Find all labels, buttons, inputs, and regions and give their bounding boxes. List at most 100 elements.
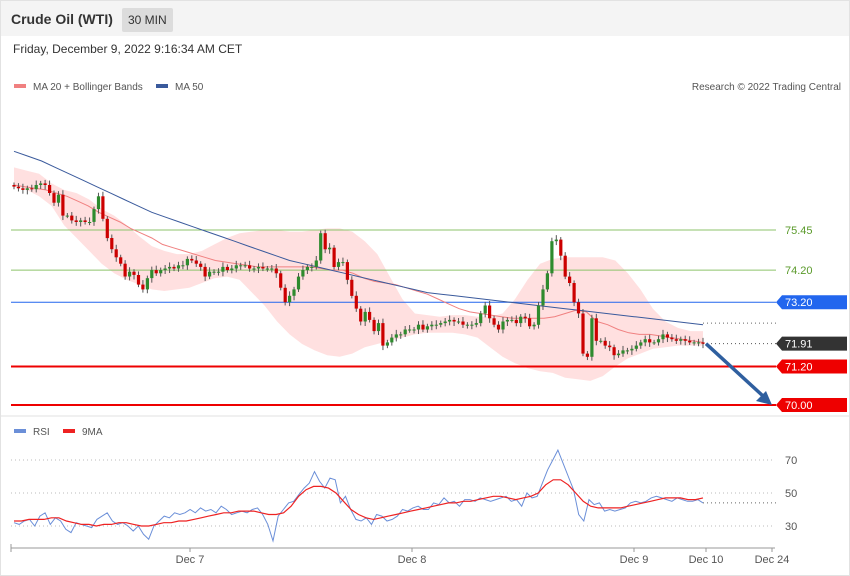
candle-body: [208, 271, 212, 277]
rsi-line: [13, 448, 704, 543]
candle-body: [568, 276, 572, 283]
candle-body: [136, 275, 141, 285]
candle-body: [470, 324, 474, 326]
candle-body: [479, 313, 483, 324]
candle-body: [225, 266, 229, 271]
candle-body: [279, 273, 283, 288]
candle-body: [190, 258, 194, 261]
candle-body: [56, 194, 61, 203]
candle-body: [92, 209, 96, 222]
candle-body: [319, 233, 323, 261]
candle-body: [248, 265, 252, 269]
candle-body: [439, 323, 443, 325]
candle-body: [505, 319, 509, 322]
candle-body: [376, 323, 381, 332]
x-tick-label: Dec 7: [176, 554, 205, 566]
candle-body: [119, 257, 123, 264]
candle-body: [656, 339, 661, 343]
ma50-line: [13, 150, 704, 326]
candle-body: [74, 220, 78, 222]
candle-body: [501, 321, 505, 330]
candle-body: [154, 270, 158, 274]
candle-body: [399, 334, 403, 336]
candle-body: [12, 185, 16, 187]
level-label: 73.20: [785, 297, 813, 309]
candle-body: [256, 266, 261, 269]
candle-body: [661, 334, 665, 340]
candle-body: [216, 271, 221, 273]
candle-body: [665, 334, 669, 338]
rsi-tick-label: 70: [785, 455, 797, 467]
timeframe-badge[interactable]: 30 MIN: [122, 8, 173, 32]
candle-body: [132, 271, 136, 275]
candle-body: [412, 329, 416, 331]
candle-body: [283, 287, 287, 303]
level-tag: [776, 398, 847, 412]
candle-body: [510, 319, 514, 321]
x-tick-label: Dec 9: [620, 554, 649, 566]
rsi-legend-swatch: [14, 429, 26, 433]
candle-body: [519, 316, 523, 324]
candle-body: [608, 345, 612, 348]
candle-body: [528, 318, 532, 327]
candle-body: [550, 241, 554, 274]
candle-body: [599, 340, 603, 342]
candle-body: [105, 218, 109, 239]
candle-body: [670, 337, 674, 340]
candle-body: [30, 188, 34, 190]
candle-body: [532, 324, 536, 327]
candle-body: [416, 324, 421, 330]
x-tick-label: Dec 10: [689, 554, 724, 566]
ma20-legend-label: MA 20 + Bollinger Bands: [33, 82, 143, 93]
level-label: 71.91: [785, 339, 813, 351]
rsi-legend-label: RSI: [33, 427, 50, 438]
candle-body: [323, 233, 327, 250]
candle-body: [359, 308, 363, 322]
forecast-arrow: [704, 342, 772, 405]
candle-body: [692, 342, 696, 344]
candle-body: [554, 239, 558, 242]
candle-body: [230, 268, 234, 271]
candle-body: [612, 347, 616, 356]
candle-body: [341, 262, 345, 264]
candle-body: [336, 262, 341, 267]
candle-body: [25, 188, 29, 190]
level-labels: 75.45 74.20 73.20 71.91 71.20 70.00: [776, 225, 847, 412]
candle-body: [368, 311, 372, 320]
instrument-title: Crude Oil (WTI): [11, 11, 113, 27]
candle-body: [630, 348, 634, 351]
candle-body: [185, 258, 189, 266]
candle-body: [541, 289, 545, 306]
candle-body: [616, 353, 621, 356]
chart-header: Crude Oil (WTI) 30 MIN: [1, 1, 849, 36]
candle-body: [590, 318, 594, 357]
candle-body: [594, 318, 598, 341]
candle-body: [265, 268, 269, 270]
candle-body: [159, 270, 163, 274]
timestamp: Friday, December 9, 2022 9:16:34 AM CET: [13, 42, 243, 56]
rsi-ma-legend-label: 9MA: [82, 427, 103, 438]
candle-body: [296, 276, 301, 290]
candle-body: [643, 339, 647, 343]
candle-body: [65, 215, 69, 217]
candle-body: [581, 313, 585, 354]
candle-body: [559, 239, 563, 256]
level-label: 75.45: [785, 225, 813, 237]
candle-body: [492, 318, 496, 325]
candle-body: [483, 305, 487, 314]
candle-body: [465, 324, 469, 326]
level-label: 74.20: [785, 265, 813, 277]
candle-body: [488, 305, 492, 319]
candle-body: [16, 186, 20, 189]
moving-averages: [13, 150, 704, 343]
candle-body: [683, 339, 687, 341]
candle-body: [328, 247, 332, 250]
candle-body: [150, 270, 154, 279]
candle-body: [52, 193, 56, 203]
candle-body: [110, 238, 114, 250]
candle-body: [621, 350, 625, 354]
level-label: 70.00: [785, 400, 813, 412]
candle-body: [141, 284, 145, 290]
forecast-arrow-shaft: [704, 342, 765, 398]
candle-body: [270, 268, 274, 270]
